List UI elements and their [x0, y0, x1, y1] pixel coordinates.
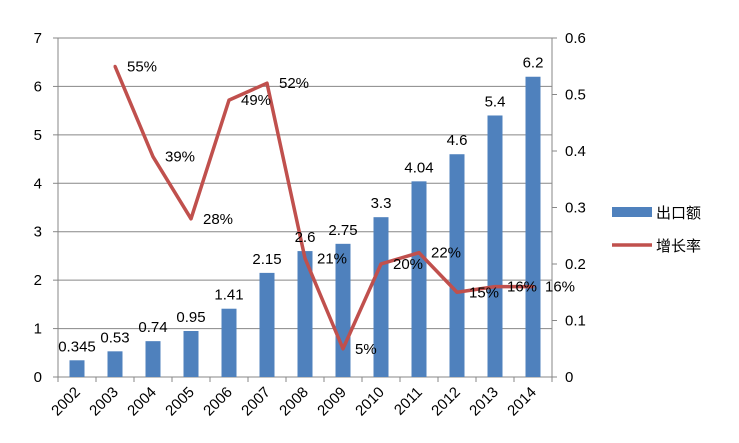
bar-label-2011: 4.04 [404, 159, 433, 176]
line-point-2013 [493, 285, 497, 289]
y-right-tick-label: 0.3 [565, 200, 586, 217]
x-tick-label: 2002 [48, 384, 84, 420]
x-tick-label: 2006 [200, 384, 236, 420]
legend-label-bar: 出口额 [656, 204, 701, 222]
line-label-2013: 16% [507, 279, 537, 296]
x-tick-label: 2013 [466, 384, 502, 420]
bar-2006 [221, 308, 237, 377]
line-label-2008: 21% [317, 250, 347, 267]
line-point-2012 [455, 290, 459, 294]
x-tick-label: 2010 [352, 384, 388, 420]
bar-label-2012: 4.6 [447, 132, 468, 149]
bar-2007 [259, 272, 275, 377]
y-right-tick-label: 0.6 [565, 30, 586, 47]
y-right-tick-label: 0.1 [565, 313, 586, 330]
bar-2011 [411, 181, 427, 377]
bar-series [69, 76, 541, 377]
bar-label-2002: 0.345 [58, 338, 96, 355]
y-right-tick-label: 0.2 [565, 256, 586, 273]
y-right-tick-label: 0 [565, 369, 573, 386]
line-point-2003 [113, 64, 117, 68]
legend-swatch-bar [612, 207, 652, 217]
line-label-2005: 28% [203, 211, 233, 228]
bar-label-2005: 0.95 [176, 309, 205, 326]
line-point-2008 [303, 256, 307, 260]
line-label-2014: 16% [545, 279, 575, 296]
x-tick-label: 2014 [504, 384, 540, 420]
growth-rate-line [113, 65, 533, 351]
y-left-tick-label: 7 [34, 30, 42, 47]
y-right-tick-label: 0.5 [565, 87, 586, 104]
line-point-2007 [265, 81, 269, 85]
bar-label-2013: 5.4 [485, 93, 506, 110]
bar-label-2007: 2.15 [252, 251, 281, 268]
bar-label-2008: 2.6 [295, 229, 316, 246]
line-label-2011: 22% [431, 245, 461, 262]
bar-label-2003: 0.53 [100, 329, 129, 346]
bar-2014 [525, 76, 541, 377]
line-label-2007: 52% [279, 75, 309, 92]
line-point-2010 [379, 262, 383, 266]
bar-2013 [487, 115, 503, 377]
bar-2008 [297, 251, 313, 377]
x-tick-label: 2005 [162, 384, 198, 420]
bar-label-2009: 2.75 [328, 222, 357, 239]
line-point-2006 [227, 98, 231, 102]
line-label-2004: 39% [165, 149, 195, 166]
line-label-2006: 49% [241, 92, 271, 109]
bar-2002 [69, 360, 85, 377]
bar-2012 [449, 154, 465, 377]
line-point-2009 [341, 347, 345, 351]
y-left-tick-label: 4 [34, 175, 42, 192]
bar-label-2010: 3.3 [371, 195, 392, 212]
bar-2004 [145, 341, 161, 377]
line-point-2011 [417, 251, 421, 255]
line-label-2012: 15% [469, 284, 499, 301]
line-label-2009: 5% [355, 341, 377, 358]
line-label-2003: 55% [127, 58, 157, 75]
y-left-tick-label: 6 [34, 78, 42, 95]
y-left-tick-label: 3 [34, 224, 42, 241]
bar-2003 [107, 351, 123, 377]
y-left-tick-label: 5 [34, 127, 42, 144]
y-left-tick-label: 1 [34, 321, 42, 338]
line-point-2014 [531, 285, 535, 289]
y-left-tick-label: 0 [34, 369, 42, 386]
y-left-tick-label: 2 [34, 272, 42, 289]
line-point-2004 [151, 155, 155, 159]
x-tick-label: 2007 [238, 384, 274, 420]
x-tick-label: 2004 [124, 384, 160, 420]
line-series [113, 64, 535, 351]
bar-2005 [183, 330, 199, 377]
x-tick-label: 2011 [391, 384, 426, 419]
line-label-2010: 20% [393, 256, 423, 273]
bar-label-2004: 0.74 [138, 319, 167, 336]
y-right-tick-label: 0.4 [565, 143, 586, 160]
x-tick-label: 2012 [428, 384, 464, 420]
x-tick-label: 2008 [276, 384, 312, 420]
x-tick-label: 2003 [86, 384, 122, 420]
bar-2010 [373, 217, 389, 377]
line-point-2005 [189, 217, 193, 221]
x-tick-label: 2009 [314, 384, 350, 420]
bar-label-2006: 1.41 [214, 287, 243, 304]
legend-label-line: 增长率 [656, 237, 701, 255]
bar-label-2014: 6.2 [523, 55, 544, 72]
